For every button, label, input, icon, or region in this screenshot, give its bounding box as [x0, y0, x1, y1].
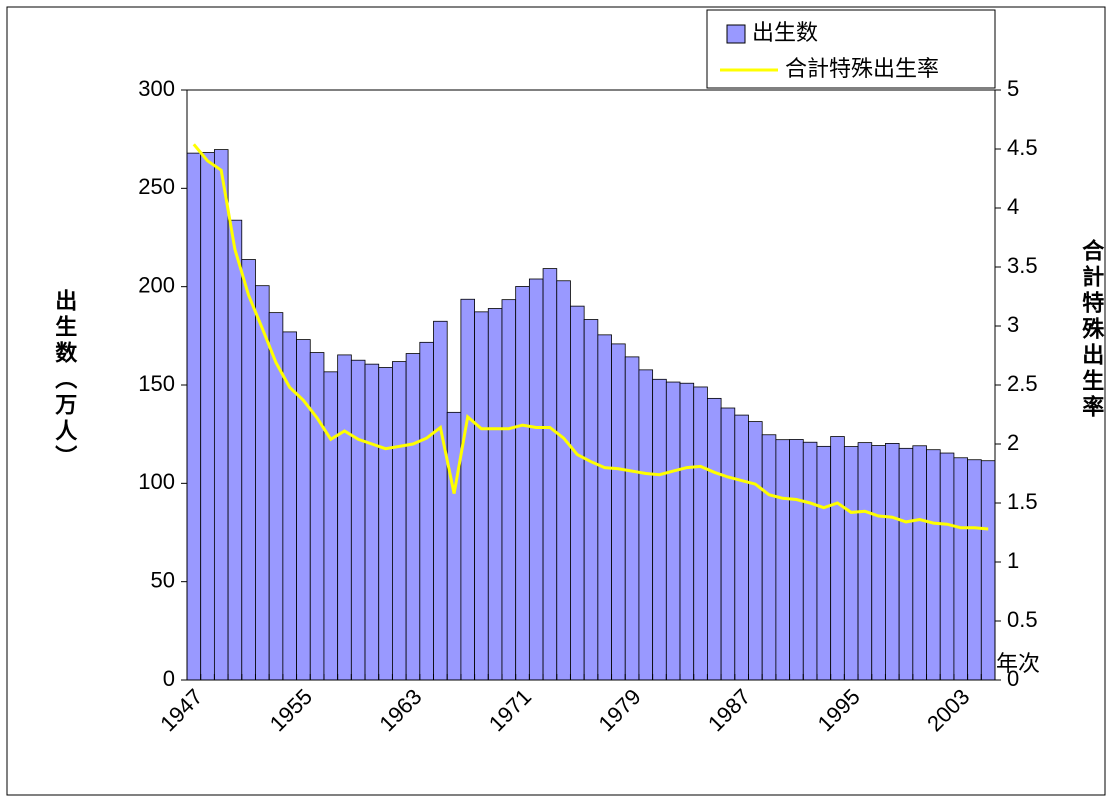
bar	[885, 443, 900, 681]
y2-tick-label: 2	[1007, 430, 1019, 455]
y-tick-label: 250	[138, 174, 175, 199]
legend-swatch	[726, 24, 746, 44]
y2-axis-label: 合計特殊出生率	[1079, 238, 1104, 421]
bar	[446, 411, 462, 681]
bar	[309, 352, 325, 681]
bar	[405, 353, 421, 681]
y2-tick-label: 5	[1007, 76, 1019, 101]
bar	[378, 367, 393, 681]
bar	[337, 354, 352, 681]
y-tick-label: 50	[151, 567, 175, 592]
bar	[748, 421, 763, 681]
bar	[830, 436, 845, 681]
bar	[227, 219, 243, 681]
bar	[638, 369, 654, 681]
legend-label: 合計特殊出生率	[785, 56, 939, 81]
bar	[323, 371, 339, 681]
y2-tick-label: 1.5	[1007, 489, 1038, 514]
y2-tick-label: 3.5	[1007, 253, 1038, 278]
y-tick-label: 150	[138, 371, 175, 396]
y-tick-label: 100	[138, 469, 175, 494]
bar	[857, 442, 873, 681]
bar	[255, 285, 270, 681]
legend-label: 出生数	[752, 20, 818, 45]
y2-tick-label: 1	[1007, 548, 1019, 573]
bar	[953, 457, 969, 681]
y-tick-label: 0	[163, 666, 175, 691]
bar	[789, 439, 804, 681]
plot-border	[186, 89, 996, 681]
legend	[706, 9, 996, 89]
bar	[775, 439, 790, 681]
bar	[980, 460, 996, 681]
line	[192, 143, 989, 531]
bar	[816, 445, 832, 681]
bar	[186, 152, 202, 681]
bar	[460, 298, 475, 681]
bar	[392, 361, 407, 681]
bar	[665, 381, 681, 681]
y2-tick-label: 2.5	[1007, 371, 1038, 396]
bar	[350, 359, 366, 681]
y-tick-label: 300	[138, 76, 175, 101]
bar	[433, 320, 448, 681]
bar	[487, 308, 503, 681]
bar	[364, 363, 380, 681]
bar	[542, 268, 558, 681]
y-tick-label: 200	[138, 272, 175, 297]
bar	[597, 334, 612, 681]
bar	[583, 319, 599, 681]
bar	[802, 441, 818, 681]
bar	[720, 407, 736, 681]
y2-tick-label: 0.5	[1007, 607, 1038, 632]
bar	[734, 414, 749, 681]
bar	[268, 312, 284, 681]
bar	[761, 434, 777, 681]
bar	[871, 445, 886, 681]
bar	[624, 356, 640, 681]
y2-tick-label: 0	[1007, 666, 1019, 691]
bar	[296, 339, 311, 681]
bar	[556, 280, 571, 681]
bar	[693, 386, 708, 681]
bar	[912, 445, 927, 681]
bar	[419, 341, 434, 681]
bar	[967, 459, 982, 681]
bar	[843, 446, 859, 681]
bar	[570, 305, 585, 681]
bar	[652, 378, 667, 681]
bar	[515, 286, 530, 681]
bar	[926, 449, 941, 681]
bar	[898, 447, 914, 681]
bar	[528, 278, 544, 681]
y2-tick-label: 4	[1007, 194, 1019, 219]
y-axis-label: 出生数（万人）	[52, 289, 78, 471]
bar	[939, 452, 955, 681]
bar	[707, 397, 722, 681]
y2-tick-label: 3	[1007, 312, 1019, 337]
bar	[282, 331, 297, 681]
bar	[213, 149, 229, 681]
bar	[501, 299, 517, 681]
bar	[241, 259, 256, 681]
bar	[200, 152, 215, 681]
bar	[611, 343, 626, 681]
bar	[679, 382, 695, 681]
x-axis-label: 年次	[996, 651, 1040, 676]
y2-tick-label: 4.5	[1007, 135, 1038, 160]
bar	[474, 311, 489, 681]
